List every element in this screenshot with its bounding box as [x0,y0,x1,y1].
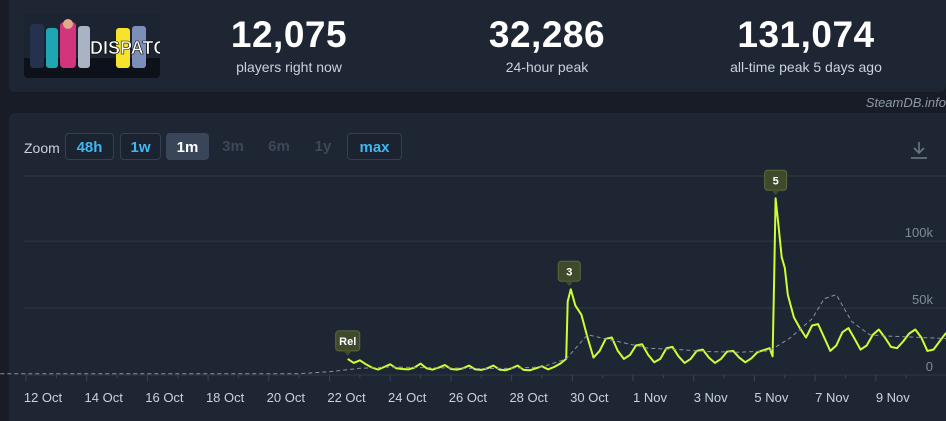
event-flag-label: Rel [339,336,356,348]
y-tick-label: 100k [905,225,934,240]
stat-current-players: 12,075 players right now [222,14,356,76]
x-tick-label: 7 Nov [815,390,849,405]
event-flags: Rel 3 5 [335,169,788,356]
x-tick-label: 18 Oct [206,390,245,405]
players-series-line [347,197,946,372]
zoom-1w-button[interactable]: 1w [120,133,161,160]
series-layer [0,197,946,375]
event-flag-pointer [565,281,574,287]
zoom-1y-button: 1y [314,138,332,155]
x-tick-label: 24 Oct [388,390,427,405]
x-tick-label: 22 Oct [327,390,366,405]
x-tick-label: 9 Nov [876,390,910,405]
stat-24h-peak: 32,286 24-hour peak [474,14,620,76]
y-tick-label: 50k [912,292,933,307]
chart-grid [24,175,946,376]
x-tick-label: 26 Oct [449,390,488,405]
steamdb-credit[interactable]: SteamDB.info [865,95,946,110]
alltime-peak-label: all-time peak 5 days ago [730,59,882,75]
x-tick-label: 5 Nov [754,390,788,405]
stat-alltime-peak: 131,074 all-time peak 5 days ago [716,14,896,76]
game-logo-text: DISPATCH [90,38,160,58]
alltime-peak-value: 131,074 [737,14,875,55]
event-flag-label: 3 [566,266,572,278]
x-tick-label: 14 Oct [85,390,124,405]
zoom-48h-button[interactable]: 48h [65,133,114,160]
zoom-3m-button: 3m [222,138,244,155]
x-tick-label: 3 Nov [694,390,728,405]
stats-bar [9,0,946,92]
peak-24h-label: 24-hour peak [505,59,589,75]
game-thumbnail[interactable]: DISPATCH [24,14,160,78]
event-flag[interactable]: Rel [335,330,361,356]
event-flag-pointer [343,350,352,356]
event-flag-label: 5 [773,175,779,187]
x-tick-label: 16 Oct [145,390,184,405]
zoom-1m-button[interactable]: 1m [166,133,209,160]
y-axis: 0 50k 100k [905,225,934,374]
event-flag[interactable]: 3 [557,260,581,287]
zoom-max-button[interactable]: max [347,133,402,160]
event-flag[interactable]: 5 [764,169,788,196]
x-tick-label: 20 Oct [267,390,306,405]
current-players-label: players right now [236,59,342,75]
current-players-value: 12,075 [230,14,348,55]
zoom-6m-button: 6m [268,138,290,155]
event-flag-pointer [771,190,780,196]
download-icon[interactable] [908,139,930,161]
y-tick-label: 0 [926,359,933,374]
x-tick-label: 1 Nov [633,390,667,405]
zoom-label: Zoom [24,140,60,156]
x-tick-label: 30 Oct [570,390,609,405]
x-tick-label: 28 Oct [509,390,548,405]
x-tick-label: 12 Oct [24,390,63,405]
game-artwork: DISPATCH [24,14,160,78]
x-axis: 12 Oct 14 Oct 16 Oct 18 Oct 20 Oct 22 Oct 24 O… [24,375,910,405]
peak-24h-value: 32,286 [488,14,606,55]
